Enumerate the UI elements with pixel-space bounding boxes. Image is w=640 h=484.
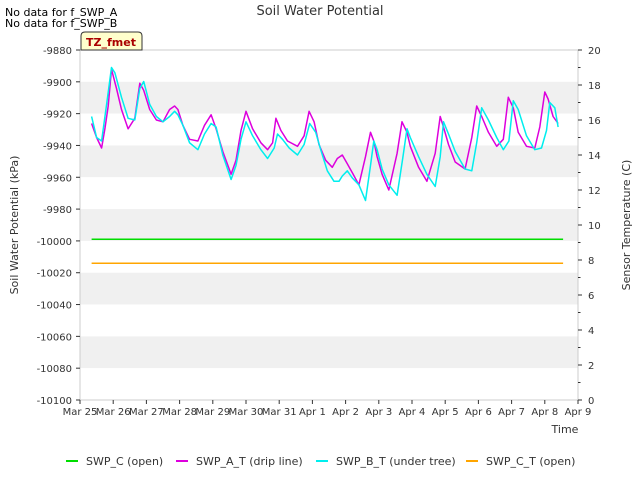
y2-tick-label: 2 bbox=[588, 361, 594, 372]
y2-tick-label: 14 bbox=[588, 151, 601, 162]
x-tick-label: Apr 5 bbox=[432, 407, 459, 418]
y-tick-label: -9940 bbox=[43, 141, 72, 152]
y-axis-label: Soil Water Potential (kPa) bbox=[8, 156, 21, 295]
background-band bbox=[80, 113, 578, 146]
series-line-swp-b-t-under-tree bbox=[90, 66, 559, 202]
y2-tick-label: 6 bbox=[588, 291, 594, 302]
x-tick-label: Apr 7 bbox=[498, 407, 525, 418]
y2-tick-label: 12 bbox=[588, 186, 601, 197]
background-bands bbox=[80, 50, 578, 400]
background-band bbox=[80, 81, 578, 114]
x-tick-label: Mar 27 bbox=[129, 407, 164, 418]
tz-fmet-label: TZ_fmet bbox=[86, 36, 136, 49]
background-band bbox=[80, 336, 578, 369]
y2-tick-label: 4 bbox=[588, 326, 594, 337]
background-band bbox=[80, 209, 578, 241]
y-tick-label: -9880 bbox=[43, 46, 72, 57]
background-band bbox=[80, 272, 578, 305]
background-band bbox=[80, 368, 578, 400]
x-tick-label: Mar 30 bbox=[229, 407, 264, 418]
y2-tick-label: 10 bbox=[588, 221, 601, 232]
y-tick-label: -9920 bbox=[43, 110, 72, 121]
background-band bbox=[80, 177, 578, 210]
x-tick-label: Apr 3 bbox=[365, 407, 392, 418]
y2-tick-label: 18 bbox=[588, 81, 601, 92]
legend: SWP_C (open) SWP_A_T (drip line) SWP_B_T (… bbox=[66, 455, 575, 468]
background-band bbox=[80, 240, 578, 273]
x-tick-label: Mar 28 bbox=[162, 407, 197, 418]
legend-label: SWP_B_T (under tree) bbox=[336, 455, 456, 468]
x-tick-label: Apr 2 bbox=[332, 407, 359, 418]
background-band bbox=[80, 304, 578, 337]
y2-axis-label: Sensor Temperature (C) bbox=[620, 160, 633, 291]
y2-tick-label: 0 bbox=[588, 396, 594, 407]
chart-title: Soil Water Potential bbox=[256, 4, 383, 19]
x-tick-label: Apr 8 bbox=[531, 407, 558, 418]
y-tick-label: -10000 bbox=[37, 237, 72, 248]
x-axis-label: Time bbox=[551, 423, 579, 436]
legend-label: SWP_C (open) bbox=[86, 455, 163, 468]
x-tick-label: Mar 26 bbox=[96, 407, 131, 418]
legend-label: SWP_C_T (open) bbox=[486, 455, 575, 468]
x-tick-label: Apr 4 bbox=[399, 407, 426, 418]
y2-tick-label: 20 bbox=[588, 46, 601, 57]
x-tick-label: Mar 25 bbox=[63, 407, 98, 418]
y-tick-label: -10080 bbox=[37, 364, 72, 375]
no-data-note-a: No data for f_SWP_A bbox=[5, 6, 118, 19]
x-tick-label: Apr 9 bbox=[565, 407, 592, 418]
background-band bbox=[80, 145, 578, 178]
axes-layer: -9880 -9900 -9920 -9940 -9960 -9980 -10000 -100… bbox=[37, 46, 601, 418]
legend-label: SWP_A_T (drip line) bbox=[196, 455, 303, 468]
series-layer bbox=[90, 66, 564, 264]
y2-tick-label: 16 bbox=[588, 116, 601, 127]
y-tick-label: -10100 bbox=[37, 396, 72, 407]
x-tick-label: Apr 1 bbox=[299, 407, 326, 418]
x-tick-label: Mar 29 bbox=[195, 407, 230, 418]
y-tick-label: -9960 bbox=[43, 173, 72, 184]
y-tick-label: -9900 bbox=[43, 78, 72, 89]
y-tick-label: -10060 bbox=[37, 332, 72, 343]
x-tick-label: Apr 6 bbox=[465, 407, 492, 418]
background-band bbox=[80, 50, 578, 82]
y2-tick-label: 8 bbox=[588, 256, 594, 267]
no-data-note-b: No data for f_SWP_B bbox=[5, 17, 118, 30]
y-tick-label: -9980 bbox=[43, 205, 72, 216]
x-tick-label: Mar 31 bbox=[262, 407, 297, 418]
series-line-swp-a-t-drip-line bbox=[90, 68, 559, 191]
y-tick-label: -10040 bbox=[37, 301, 72, 312]
tz-fmet-box: TZ_fmet bbox=[80, 31, 143, 51]
y-tick-label: -10020 bbox=[37, 269, 72, 280]
